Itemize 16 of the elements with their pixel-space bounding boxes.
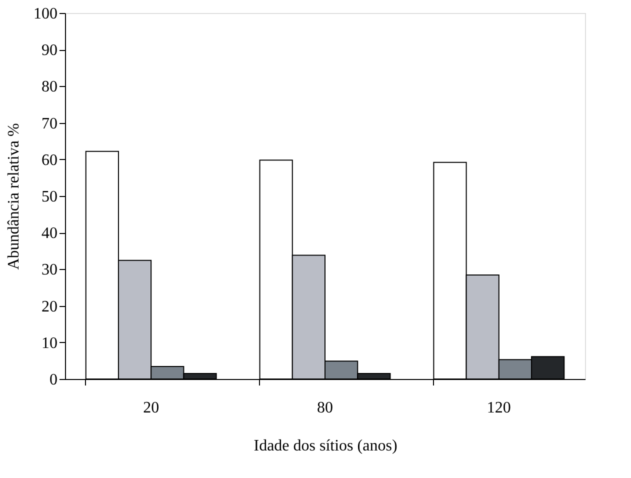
y-tick-label: 10 (42, 334, 58, 352)
y-tick-label: 40 (42, 225, 58, 242)
y-tick-label: 60 (42, 152, 58, 169)
x-tick-label: 20 (143, 400, 160, 416)
x-axis-title: Idade dos sítios (anos) (254, 438, 398, 454)
y-tick-label: 80 (42, 78, 58, 96)
y-tick-label: 100 (34, 6, 58, 22)
y-tick-label: 30 (42, 262, 58, 279)
y-tick-label: 90 (42, 42, 58, 60)
x-tick-label: 120 (486, 400, 511, 416)
x-tick-label: 80 (317, 400, 333, 416)
y-tick-label: 70 (42, 115, 58, 132)
y-tick-label: 50 (42, 188, 58, 206)
y-tick-label: 0 (50, 372, 58, 388)
y-tick-label: 20 (42, 298, 58, 316)
y-axis-title: Abundância relativa % (6, 123, 22, 270)
